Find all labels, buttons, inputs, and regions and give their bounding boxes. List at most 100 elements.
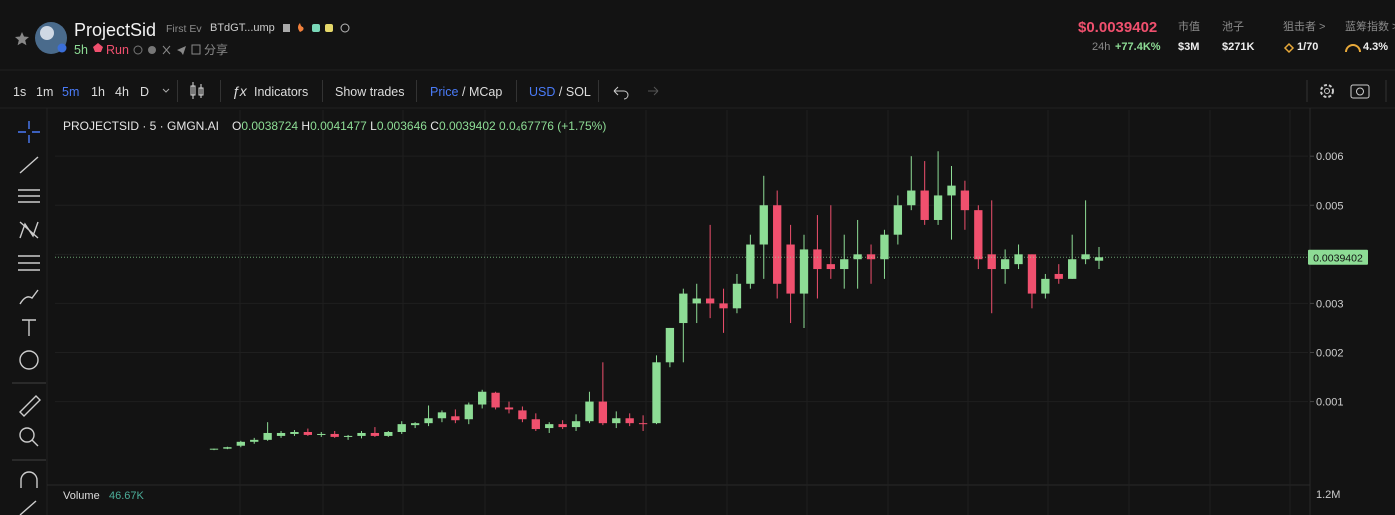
address[interactable]: BTdGT...ump — [210, 22, 275, 34]
ohlc-value: 0.0041477 — [310, 119, 367, 133]
candle-body — [826, 264, 835, 270]
candle-body — [1000, 259, 1010, 270]
icon — [312, 24, 320, 32]
interval[interactable]: 1h — [91, 85, 105, 99]
brush-tool[interactable] — [19, 289, 39, 305]
y-tick-label: 0.005 — [1316, 200, 1344, 212]
copy-icon[interactable] — [283, 24, 290, 32]
volume-tick: 1.2M — [1316, 489, 1341, 501]
fib-tool[interactable] — [18, 189, 40, 203]
volume-value: 46.67K — [109, 490, 144, 502]
sol-option[interactable]: SOL — [565, 85, 591, 99]
stat-value: $3M — [1178, 41, 1200, 53]
settings-icon[interactable] — [1324, 88, 1330, 94]
interval[interactable]: 4h — [115, 85, 129, 99]
telegram-icon[interactable] — [177, 46, 186, 55]
chevron[interactable] — [162, 88, 170, 93]
candle-body — [464, 404, 473, 420]
stat-value: 4.3% — [1363, 41, 1389, 53]
token-name: ProjectSid — [74, 20, 157, 40]
zoom-tool[interactable] — [19, 427, 35, 443]
candle-body — [1027, 254, 1037, 294]
interval[interactable]: 1s — [13, 85, 27, 99]
candle-body — [705, 298, 715, 304]
redo-icon[interactable] — [648, 86, 659, 96]
y-tick-label: 0.003 — [1316, 298, 1344, 310]
candle-body — [933, 195, 943, 220]
pattern-tool[interactable] — [19, 221, 39, 239]
candle-body — [987, 254, 996, 270]
divider — [322, 80, 323, 102]
candle-body — [732, 283, 742, 309]
last-price-box — [1308, 249, 1368, 265]
text-tool[interactable] — [22, 319, 36, 336]
stat-label[interactable]: 蓝筹指数 > — [1345, 21, 1395, 33]
divider — [598, 80, 599, 102]
separator: / — [558, 85, 563, 99]
icon[interactable] — [148, 46, 156, 54]
interval[interactable]: 1m — [36, 85, 54, 99]
candle-body — [250, 439, 259, 442]
divider — [516, 80, 517, 102]
camera-icon[interactable] — [1350, 84, 1370, 99]
stat-label[interactable]: 狙击者 > — [1283, 21, 1326, 33]
show-trades[interactable]: Show trades — [335, 85, 405, 99]
candle-icon[interactable] — [190, 82, 204, 99]
pencil-tool[interactable] — [19, 500, 37, 515]
stat-value: 1/70 — [1297, 41, 1319, 53]
share[interactable]: 分享 — [204, 43, 229, 57]
price-option[interactable]: Price — [430, 85, 459, 99]
ohlc-value: 0.0038724 — [241, 119, 299, 133]
camera-icon[interactable] — [1356, 87, 1364, 96]
settings-icon[interactable] — [1320, 84, 1334, 98]
candle-body — [612, 418, 621, 424]
mcap-option[interactable]: MCap — [468, 85, 503, 99]
candle-body — [276, 432, 286, 436]
interval[interactable]: D — [140, 85, 150, 99]
candle-body — [759, 205, 768, 245]
candle-body — [679, 293, 688, 324]
x-icon[interactable] — [162, 45, 171, 55]
ohlc-key: C — [430, 119, 439, 133]
icon — [298, 23, 304, 32]
icon[interactable] — [133, 45, 143, 55]
candle-body — [317, 433, 326, 435]
magnet-tool[interactable] — [20, 471, 38, 488]
projection-tool[interactable] — [18, 255, 40, 271]
usd-option[interactable]: USD — [529, 85, 556, 99]
candle-body — [531, 419, 540, 430]
divider — [177, 80, 178, 102]
ruler-tool[interactable] — [19, 395, 41, 417]
ohlc-value: 0.003646 — [376, 119, 427, 133]
avatar-badge — [57, 43, 67, 53]
volume-label: Volume — [63, 490, 100, 502]
time-grid — [239, 110, 1291, 515]
price-toggle[interactable]: Price / MCap — [430, 85, 502, 99]
star-icon[interactable] — [15, 32, 29, 46]
emoji-tool[interactable] — [19, 350, 39, 370]
candle-body — [558, 424, 567, 428]
crosshair-tool[interactable] — [18, 121, 40, 143]
interval-active[interactable]: 5m — [62, 85, 80, 99]
candle-body — [209, 448, 219, 450]
candle-body — [625, 418, 634, 424]
icon — [325, 24, 333, 32]
run-icon — [93, 43, 103, 52]
candle-body — [504, 407, 514, 410]
candle-body — [410, 423, 420, 426]
candle-body — [853, 254, 862, 260]
candle-body — [920, 190, 929, 220]
line-tool[interactable] — [19, 156, 39, 174]
fx-icon[interactable]: ƒx — [232, 83, 248, 99]
share-icon[interactable] — [191, 44, 201, 55]
undo-icon[interactable] — [613, 86, 629, 100]
icon — [1283, 42, 1295, 54]
currency-toggle[interactable]: USD / SOL — [529, 85, 591, 99]
indicators[interactable]: Indicators — [254, 85, 309, 99]
candle-body — [786, 244, 795, 294]
divider — [220, 80, 221, 102]
candle-body — [692, 298, 701, 304]
candle-body — [1068, 259, 1077, 279]
